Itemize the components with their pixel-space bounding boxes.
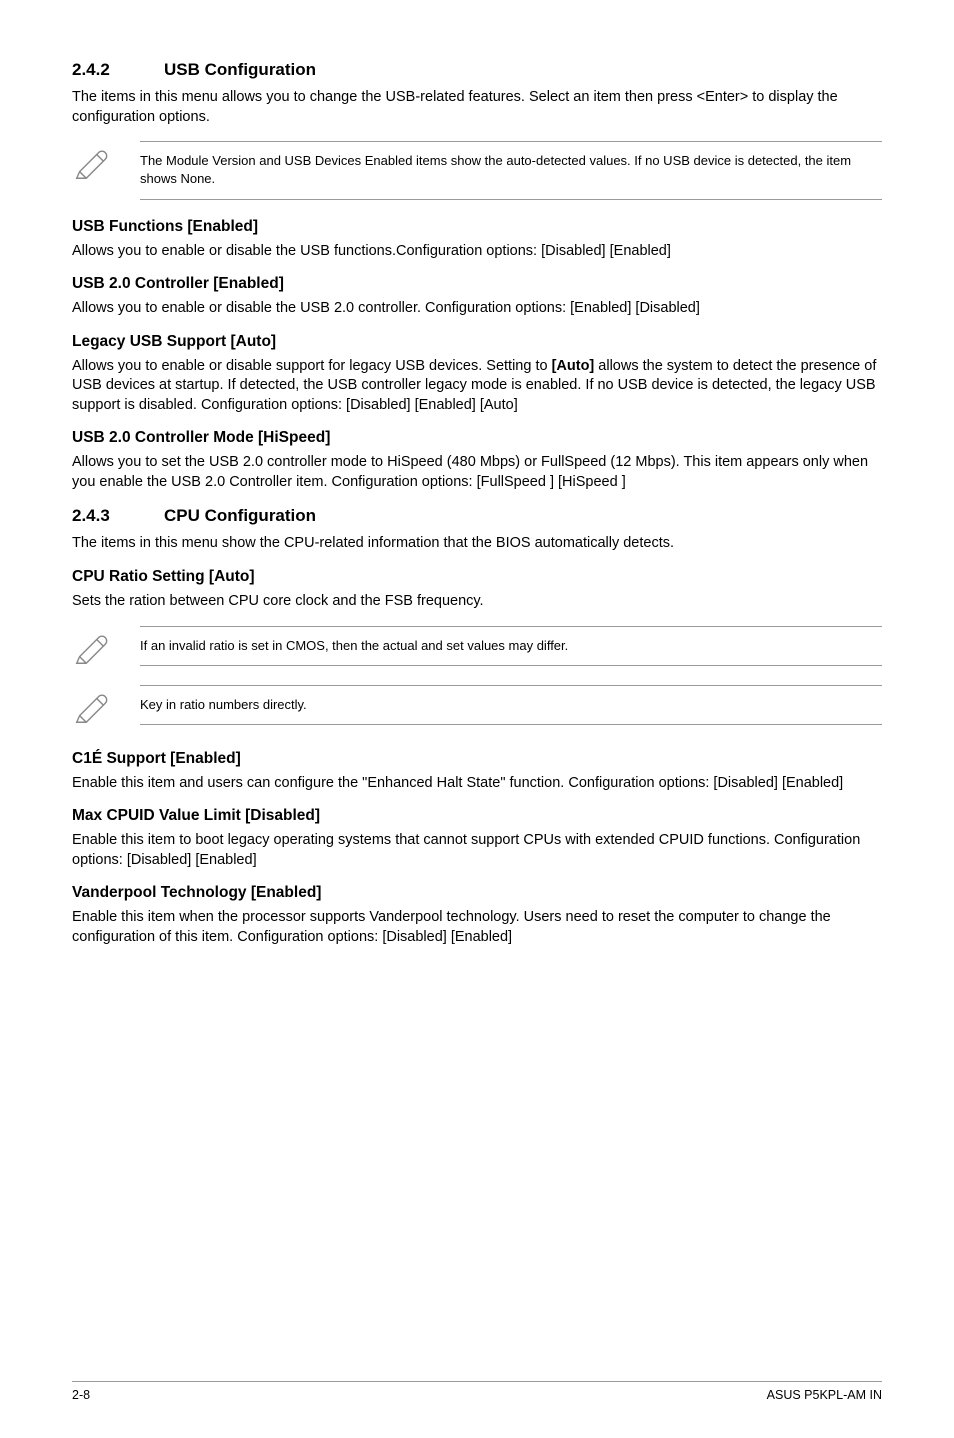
legacy-usb-bold: [Auto] (552, 358, 595, 374)
section-intro: The items in this menu allows you to cha… (72, 88, 882, 127)
pen-icon (72, 685, 120, 732)
usb20-mode-body: Allows you to set the USB 2.0 controller… (72, 453, 882, 492)
section-title: CPU Configuration (164, 506, 316, 525)
usb-functions-body: Allows you to enable or disable the USB … (72, 242, 882, 262)
legacy-usb-pre: Allows you to enable or disable support … (72, 358, 552, 374)
vanderpool-heading: Vanderpool Technology [Enabled] (72, 884, 882, 902)
page-footer: 2-8 ASUS P5KPL-AM IN (72, 1381, 882, 1402)
section-title: USB Configuration (164, 60, 316, 79)
max-cpuid-heading: Max CPUID Value Limit [Disabled] (72, 807, 882, 825)
legacy-usb-heading: Legacy USB Support [Auto] (72, 333, 882, 351)
legacy-usb-body: Allows you to enable or disable support … (72, 357, 882, 416)
section-number: 2.4.2 (72, 60, 164, 80)
usb20-controller-body: Allows you to enable or disable the USB … (72, 299, 882, 319)
product-name: ASUS P5KPL-AM IN (767, 1388, 882, 1402)
c1e-heading: C1É Support [Enabled] (72, 750, 882, 768)
note-box: Key in ratio numbers directly. (72, 685, 882, 732)
section-heading-242: 2.4.2USB Configuration (72, 60, 882, 80)
cpu-ratio-body: Sets the ration between CPU core clock a… (72, 592, 882, 612)
pen-icon (72, 626, 120, 673)
note-text: Key in ratio numbers directly. (140, 685, 882, 725)
section-intro: The items in this menu show the CPU-rela… (72, 534, 882, 554)
note-text: If an invalid ratio is set in CMOS, then… (140, 626, 882, 666)
max-cpuid-body: Enable this item to boot legacy operatin… (72, 831, 882, 870)
vanderpool-body: Enable this item when the processor supp… (72, 908, 882, 947)
usb20-controller-heading: USB 2.0 Controller [Enabled] (72, 275, 882, 293)
note-box: If an invalid ratio is set in CMOS, then… (72, 626, 882, 673)
section-heading-243: 2.4.3CPU Configuration (72, 506, 882, 526)
note-box: The Module Version and USB Devices Enabl… (72, 141, 882, 199)
pen-icon (72, 141, 120, 188)
page-number: 2-8 (72, 1388, 90, 1402)
usb-functions-heading: USB Functions [Enabled] (72, 218, 882, 236)
note-text: The Module Version and USB Devices Enabl… (140, 141, 882, 199)
c1e-body: Enable this item and users can configure… (72, 774, 882, 794)
usb20-mode-heading: USB 2.0 Controller Mode [HiSpeed] (72, 429, 882, 447)
cpu-ratio-heading: CPU Ratio Setting [Auto] (72, 568, 882, 586)
section-number: 2.4.3 (72, 506, 164, 526)
